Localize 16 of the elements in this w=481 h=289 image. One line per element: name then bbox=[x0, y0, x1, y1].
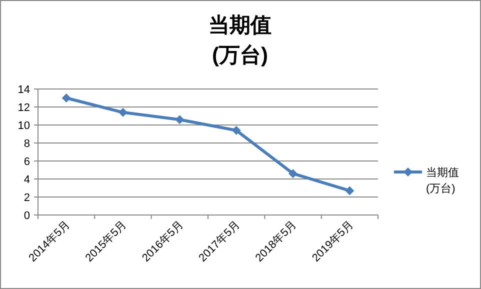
point bbox=[175, 115, 184, 124]
point bbox=[118, 108, 128, 117]
y-tick-label: 4 bbox=[24, 174, 30, 186]
y-tick-label: 2 bbox=[24, 192, 30, 204]
y-tick-label: 8 bbox=[24, 138, 30, 150]
point bbox=[62, 94, 71, 102]
point bbox=[232, 126, 241, 135]
y-tick-label: 12 bbox=[18, 102, 30, 114]
chart-title: 当期值 (万台) bbox=[208, 14, 272, 67]
point bbox=[288, 169, 298, 178]
y-tick-label: 10 bbox=[18, 120, 30, 132]
y-tick-label: 14 bbox=[18, 84, 30, 96]
y-tick-label: 6 bbox=[24, 156, 30, 168]
point bbox=[345, 186, 354, 196]
legend-label: 当期值 (万台) bbox=[426, 167, 459, 195]
y-tick-label: 0 bbox=[24, 210, 30, 222]
